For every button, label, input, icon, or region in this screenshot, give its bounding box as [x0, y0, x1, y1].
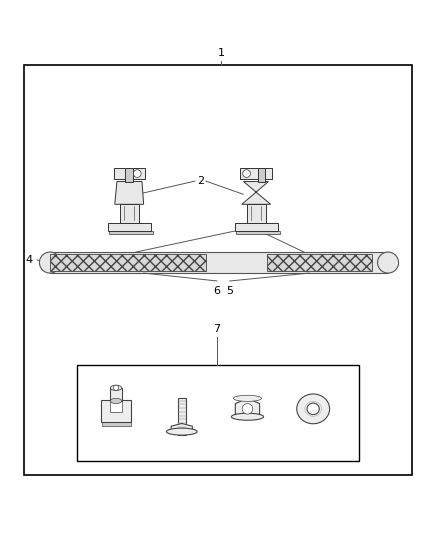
Ellipse shape: [166, 428, 197, 435]
Polygon shape: [171, 424, 192, 434]
Text: 7: 7: [213, 325, 220, 334]
Text: 2: 2: [197, 176, 204, 186]
Ellipse shape: [233, 395, 261, 401]
Bar: [50, 252, 388, 273]
Bar: [267, 254, 372, 271]
Bar: [102, 422, 131, 426]
Bar: [107, 223, 151, 231]
Bar: [240, 168, 272, 179]
Bar: [258, 168, 265, 182]
Bar: [101, 400, 131, 422]
Text: 3: 3: [248, 215, 255, 225]
Circle shape: [134, 169, 141, 177]
Bar: [237, 231, 279, 234]
Text: 4: 4: [26, 255, 33, 265]
Bar: [234, 223, 278, 231]
Text: 6: 6: [213, 286, 220, 296]
Ellipse shape: [297, 394, 329, 424]
Circle shape: [242, 403, 253, 414]
Bar: [77, 365, 359, 462]
Bar: [50, 254, 206, 271]
Ellipse shape: [39, 252, 60, 273]
Ellipse shape: [307, 403, 319, 415]
Bar: [178, 398, 186, 435]
Bar: [120, 204, 139, 222]
Circle shape: [113, 385, 119, 391]
Text: 1: 1: [218, 49, 225, 59]
Polygon shape: [115, 182, 144, 204]
Bar: [114, 168, 145, 179]
Bar: [247, 204, 266, 222]
Bar: [24, 65, 412, 474]
Text: 5: 5: [226, 286, 233, 296]
Bar: [110, 388, 122, 401]
Bar: [125, 168, 133, 182]
Ellipse shape: [110, 398, 122, 403]
Circle shape: [243, 169, 251, 177]
Polygon shape: [235, 398, 260, 419]
Bar: [110, 231, 153, 234]
Ellipse shape: [378, 252, 399, 273]
Ellipse shape: [110, 385, 122, 391]
Polygon shape: [242, 182, 271, 204]
Bar: [110, 401, 122, 413]
Ellipse shape: [231, 413, 264, 420]
